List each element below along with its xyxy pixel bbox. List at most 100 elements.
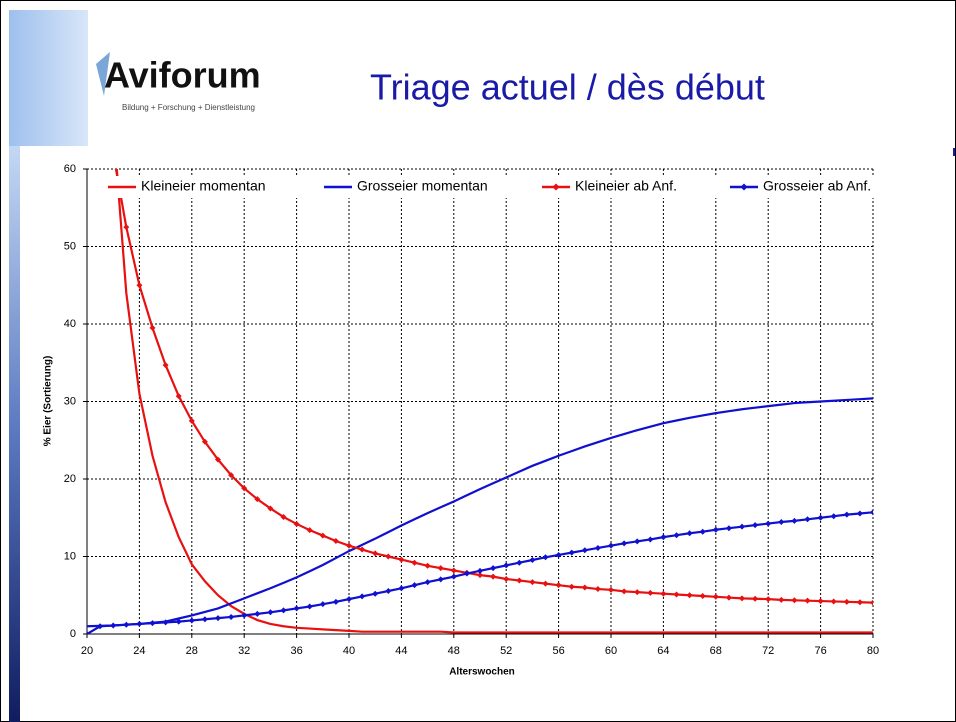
- x-tick-label: 56: [552, 645, 564, 657]
- y-tick-label: 30: [64, 395, 76, 407]
- logo-name: Aviforum: [104, 55, 261, 96]
- legend-label: Grosseier momentan: [357, 178, 488, 194]
- marker: [752, 522, 759, 529]
- marker: [608, 586, 614, 593]
- marker: [490, 573, 497, 580]
- marker: [856, 510, 863, 517]
- marker: [870, 509, 873, 516]
- marker: [110, 622, 117, 629]
- legend-label: Kleineier momentan: [141, 178, 266, 194]
- x-axis-label: Alterswochen: [449, 667, 515, 678]
- marker: [162, 362, 169, 369]
- marker: [765, 520, 772, 527]
- x-tick-label: 68: [710, 645, 722, 657]
- marker: [319, 601, 326, 608]
- marker: [752, 595, 759, 602]
- marker: [739, 523, 745, 530]
- marker: [87, 631, 90, 634]
- x-tick-label: 52: [500, 645, 512, 657]
- marker: [450, 567, 457, 574]
- x-tick-label: 80: [867, 645, 879, 657]
- marker: [398, 585, 405, 592]
- legend-label: Kleineier ab Anf.: [575, 178, 677, 194]
- marker: [385, 587, 392, 594]
- legend-label: Grosseier ab Anf.: [763, 178, 871, 194]
- marker: [241, 612, 248, 619]
- x-tick-label: 76: [814, 645, 826, 657]
- marker: [634, 538, 641, 545]
- marker: [712, 526, 719, 533]
- marker: [97, 623, 104, 630]
- marker: [437, 565, 444, 572]
- marker: [529, 579, 536, 586]
- marker: [228, 613, 235, 620]
- marker: [660, 534, 667, 541]
- x-tick-label: 48: [448, 645, 460, 657]
- marker: [346, 596, 352, 603]
- marker: [830, 513, 837, 520]
- marker: [437, 576, 444, 583]
- marker: [804, 516, 811, 523]
- marker: [188, 617, 195, 624]
- legend-marker: [552, 183, 560, 191]
- marker: [843, 598, 850, 605]
- marker: [581, 547, 588, 554]
- side-bar: [9, 146, 20, 722]
- marker: [791, 517, 798, 524]
- marker: [699, 528, 706, 535]
- marker: [280, 607, 287, 614]
- y-tick-label: 40: [64, 318, 76, 330]
- marker: [332, 538, 339, 544]
- marker: [608, 542, 614, 549]
- marker: [201, 616, 208, 623]
- marker: [372, 590, 379, 597]
- marker: [359, 546, 366, 553]
- logo-icon: [96, 52, 110, 96]
- x-tick-label: 40: [343, 645, 355, 657]
- marker: [542, 580, 549, 587]
- x-tick-label: 28: [186, 645, 198, 657]
- marker: [673, 591, 680, 598]
- marker: [149, 324, 156, 331]
- marker: [162, 619, 169, 626]
- marker: [254, 610, 261, 617]
- marker: [241, 485, 248, 492]
- legend: Kleineier momentan Grosseier momentan Klei…: [100, 176, 918, 198]
- marker: [372, 550, 379, 557]
- marker: [778, 596, 785, 603]
- marker: [817, 598, 824, 605]
- plot: 0 10 20 30 40 50 60 20 24 28 32 36 40 44 48 52 56 60 64 68 7…: [64, 163, 918, 657]
- marker: [385, 553, 392, 560]
- legend-box: [100, 176, 918, 198]
- marker: [411, 582, 418, 589]
- marker: [686, 530, 693, 537]
- marker: [346, 542, 352, 549]
- x-tick-label: 64: [657, 645, 669, 657]
- marker: [477, 567, 483, 574]
- marker: [503, 562, 510, 569]
- marker: [490, 565, 497, 572]
- marker: [568, 549, 575, 556]
- series-group: [87, 169, 873, 634]
- marker: [136, 282, 143, 289]
- marker: [477, 572, 483, 579]
- y-tick-label: 60: [64, 163, 76, 175]
- marker: [175, 393, 182, 400]
- x-tick-label: 32: [238, 645, 250, 657]
- marker: [319, 532, 326, 539]
- series-line: [87, 397, 873, 628]
- marker: [830, 598, 837, 605]
- edge-mark: [953, 148, 955, 156]
- marker: [791, 597, 798, 604]
- marker: [621, 588, 628, 595]
- marker: [647, 589, 654, 596]
- marker: [516, 559, 523, 566]
- x-tick-label: 60: [605, 645, 617, 657]
- marker: [660, 590, 667, 597]
- marker: [215, 456, 221, 463]
- marker: [463, 570, 470, 577]
- marker: [594, 586, 601, 593]
- marker: [228, 472, 235, 479]
- marker: [424, 562, 431, 569]
